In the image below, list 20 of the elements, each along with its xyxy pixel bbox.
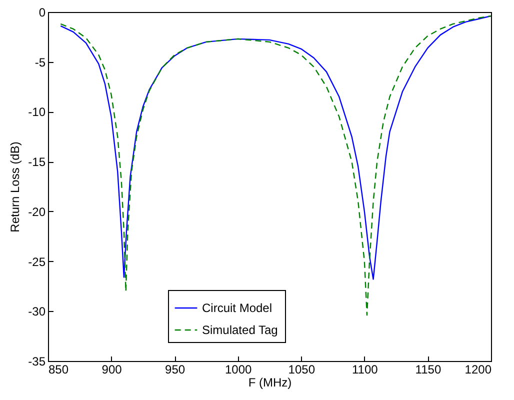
y-tick-label: -25 — [28, 254, 46, 269]
legend-label: Circuit Model — [202, 301, 272, 315]
x-tick-label: 1150 — [415, 362, 442, 376]
x-tick-label: 850 — [48, 362, 69, 376]
x-axis-title: F (MHz) — [248, 376, 292, 390]
y-tick-label: -5 — [34, 55, 46, 70]
x-tick-label: 900 — [102, 362, 122, 376]
y-tick-label: -15 — [28, 155, 46, 170]
y-tick-label: -10 — [28, 105, 46, 120]
y-tick-label: -20 — [28, 204, 46, 219]
y-tick-label: -30 — [28, 304, 46, 319]
y-tick-label: -35 — [28, 354, 46, 368]
x-tick-label: 950 — [165, 362, 186, 376]
y-axis-title: Return Loss (dB) — [8, 142, 22, 232]
x-tick-label: 1050 — [288, 362, 316, 376]
y-tick-label: 0 — [38, 6, 46, 20]
x-tick-label: 1000 — [225, 362, 252, 376]
legend-label: Simulated Tag — [202, 323, 278, 337]
x-tick-label: 1100 — [352, 362, 378, 376]
x-tick-label: 1200 — [464, 362, 492, 376]
